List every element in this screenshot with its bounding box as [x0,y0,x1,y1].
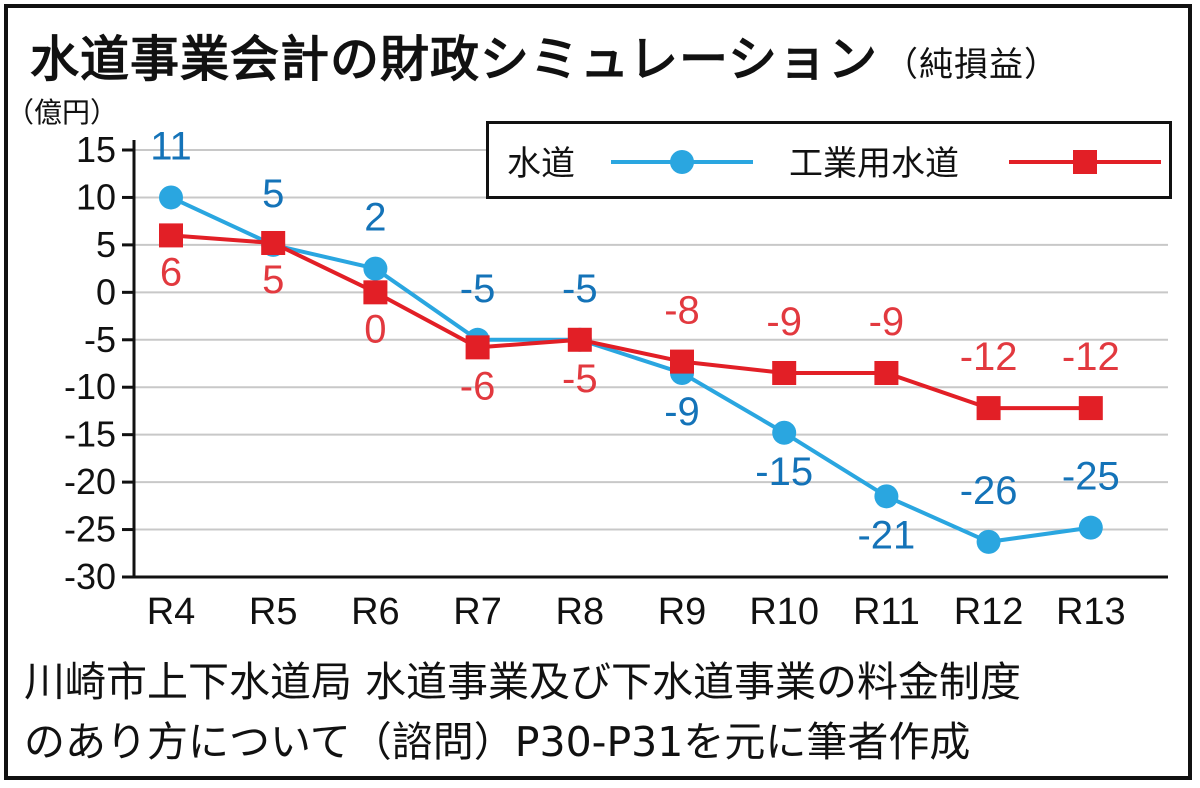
y-tick-label: 10 [76,176,116,217]
chart-subtitle: （純損益） [884,45,1060,85]
source-line-2: のあり方について（諮問）P30-P31を元に筆者作成 [24,718,971,766]
data-labels: 11 5 2 -5 -5 -9 -15 -21 -26 -25 6 5 0 -6 -5 -8 -9 -9 -12 -1… [150,124,1119,557]
data-label-water: 2 [364,196,386,240]
source-line-1: 川崎市上下水道局 水道事業及び下水道事業の料金制度 [24,658,1022,706]
x-tick-label: R12 [954,591,1024,633]
x-tick-label: R4 [147,591,196,633]
data-point-industrial [670,349,694,374]
series-line-water [170,195,1092,544]
y-axis-label: （億円） [6,96,118,129]
data-label-industrial: -9 [869,300,905,344]
chart-frame [4,4,1192,780]
legend-label-industrial: 工業用水道 [789,144,959,184]
source-note: 川崎市上下水道局 水道事業及び下水道事業の料金制度 のあり方について（諮問）P3… [24,652,1021,772]
gridlines [134,149,1168,531]
x-tick-label: R5 [249,591,298,633]
data-label-industrial: -12 [960,335,1018,379]
data-label-water: -5 [562,267,598,311]
data-point-industrial [363,280,388,305]
x-tick-label: R8 [556,591,605,633]
data-label-industrial: -5 [562,357,598,401]
legend-label-water: 水道 [507,144,575,184]
data-label-water: -25 [1062,455,1120,499]
y-tick-label: 15 [76,129,116,170]
legend: 水道 工業用水道 [486,121,1172,199]
y-tick-label: -5 [84,319,116,360]
chart-title: 水道事業会計の財政シミュレーション （純損益） [30,20,1059,91]
data-label-industrial: -9 [766,300,802,344]
data-label-water: -26 [960,469,1018,513]
x-tick-label: R6 [351,591,400,633]
data-label-industrial: 6 [160,250,182,294]
data-point-water [1078,515,1103,540]
data-label-industrial: 5 [262,258,284,302]
y-tick-label: 5 [96,224,116,265]
data-point-industrial [1078,396,1103,421]
data-label-water: -9 [664,390,700,434]
data-point-industrial [772,360,797,385]
axes: 15 10 5 0 -5 -10 -15 -20 -25 -30 （億円） R4 R5 R6 R7 R8 R9 R… [6,96,1168,633]
legend-swatch-water [611,150,753,174]
data-point-water [874,484,899,509]
data-point-water [159,185,183,210]
y-tick-label: -25 [64,509,116,550]
data-label-industrial: 0 [364,307,386,351]
x-tick-label: R11 [853,591,920,633]
data-point-industrial [159,223,183,248]
data-point-industrial [261,230,286,255]
x-tick-label: R9 [658,591,707,633]
data-label-industrial: -12 [1062,335,1120,379]
data-point-industrial [976,396,1001,421]
data-label-water: -15 [755,450,813,494]
y-tick-label: -20 [64,461,116,502]
data-label-industrial: -8 [664,289,700,333]
data-label-water: -5 [460,267,496,311]
y-tick-label: -30 [64,556,116,597]
legend-marker-water [670,150,694,174]
data-label-water: -21 [857,513,915,557]
data-point-industrial [567,327,592,352]
x-tick-label: R10 [749,591,819,633]
legend-marker-industrial [1073,150,1097,174]
data-point-industrial [874,360,899,385]
data-label-industrial: -6 [460,364,496,408]
chart-title-main: 水道事業会計の財政シミュレーション [30,31,879,88]
data-point-water [363,256,388,281]
y-tick-label: -10 [64,366,116,407]
data-point-water [976,529,1001,554]
series [159,185,1103,554]
y-tick-label: 0 [96,271,116,312]
x-tick-label: R7 [453,591,502,633]
y-tick-label: -15 [64,414,116,455]
x-tick-label: R13 [1056,591,1126,633]
data-label-water: 5 [262,172,284,216]
legend-swatch-industrial [1009,150,1161,174]
data-point-water [772,420,797,445]
data-point-industrial [465,335,490,360]
series-line-industrial [170,233,1091,411]
data-label-water: 11 [150,124,192,168]
